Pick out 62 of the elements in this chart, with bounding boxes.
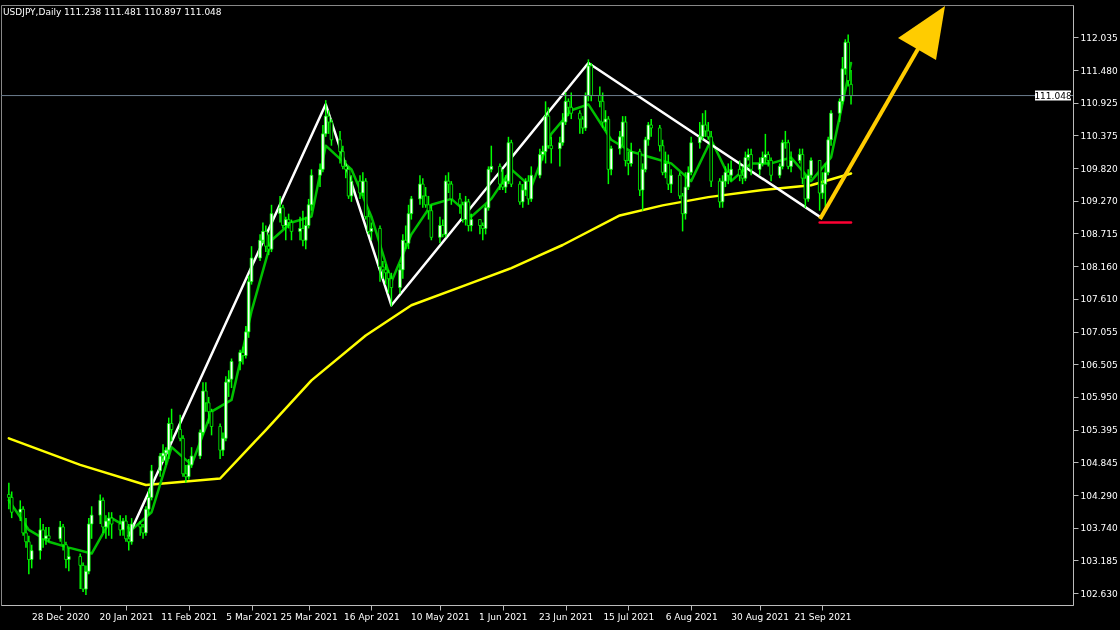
x-tick-label: 10 May 2021: [411, 611, 470, 622]
y-tick-label: 109.820: [1080, 163, 1118, 174]
x-tick-label: 6 Aug 2021: [665, 611, 718, 622]
y-tick-label: 110.375: [1080, 130, 1118, 141]
x-tick-label: 21 Sep 2021: [794, 611, 852, 622]
candlestick: [238, 348, 242, 372]
x-tick-label: 11 Feb 2021: [161, 611, 218, 622]
candlestick: [389, 272, 394, 308]
candlestick: [301, 209, 305, 247]
candlestick: [38, 517, 42, 561]
candlestick: [666, 153, 671, 191]
y-tick-label: 110.925: [1080, 98, 1118, 109]
candlestick: [600, 91, 605, 129]
candlestick: [298, 215, 302, 242]
x-tick-label: 25 Mar 2021: [280, 611, 338, 622]
candlestick: [138, 520, 142, 537]
candlestick: [498, 162, 502, 191]
y-tick-label: 109.270: [1080, 196, 1118, 207]
candlestick: [529, 165, 533, 203]
y-tick-label: 112.035: [1080, 32, 1118, 43]
y-tick-label: 108.715: [1080, 228, 1118, 239]
x-tick-label: 30 Aug 2021: [731, 611, 790, 622]
candlestick: [218, 422, 222, 460]
candlestick: [518, 180, 522, 206]
y-tick-label: 103.740: [1080, 523, 1118, 534]
x-tick-label: 28 Dec 2020: [31, 611, 90, 622]
y-tick-label: 108.160: [1080, 261, 1118, 272]
y-tick-label: 102.630: [1080, 588, 1118, 599]
candlestick: [289, 218, 294, 242]
candlestick: [264, 224, 268, 253]
y-tick-label: 111.480: [1080, 65, 1118, 76]
x-tick-label: 15 Jul 2021: [603, 611, 655, 622]
x-tick-label: 20 Jan 2021: [99, 611, 154, 622]
x-tick-label: 1 Jun 2021: [479, 611, 528, 622]
y-tick-label: 105.950: [1080, 392, 1118, 403]
candlestick: [729, 159, 733, 182]
chart-title: USDJPY,Daily 111.238 111.481 110.897 111.048: [3, 7, 222, 17]
y-tick-label: 103.185: [1080, 555, 1118, 566]
candlestick: [47, 526, 51, 543]
candlestick: [421, 177, 425, 209]
candlestick: [358, 174, 362, 200]
candlestick: [278, 195, 282, 224]
candlestick: [769, 156, 773, 182]
y-tick-label: 107.055: [1080, 327, 1118, 338]
x-tick-label: 23 Jun 2021: [538, 611, 594, 622]
y-tick-label: 104.845: [1080, 457, 1118, 468]
candlestick: [726, 162, 730, 185]
x-tick-label: 16 Apr 2021: [344, 611, 400, 622]
candlestick: [338, 130, 342, 165]
y-tick-label: 107.610: [1080, 294, 1118, 305]
candlestick: [538, 147, 542, 179]
candlestick: [107, 511, 111, 537]
y-tick-label: 105.395: [1080, 425, 1118, 436]
candlestick: [44, 526, 48, 546]
candlestick: [67, 546, 71, 573]
x-tick-label: 5 Mar 2021: [226, 611, 278, 622]
candlestick: [418, 174, 422, 206]
candlestick: [78, 552, 82, 590]
y-tick-label: 106.505: [1080, 359, 1118, 370]
line-series: [7, 172, 853, 487]
ref-line-label: 111.048: [1034, 90, 1072, 101]
y-tick-label: 104.290: [1080, 490, 1118, 501]
